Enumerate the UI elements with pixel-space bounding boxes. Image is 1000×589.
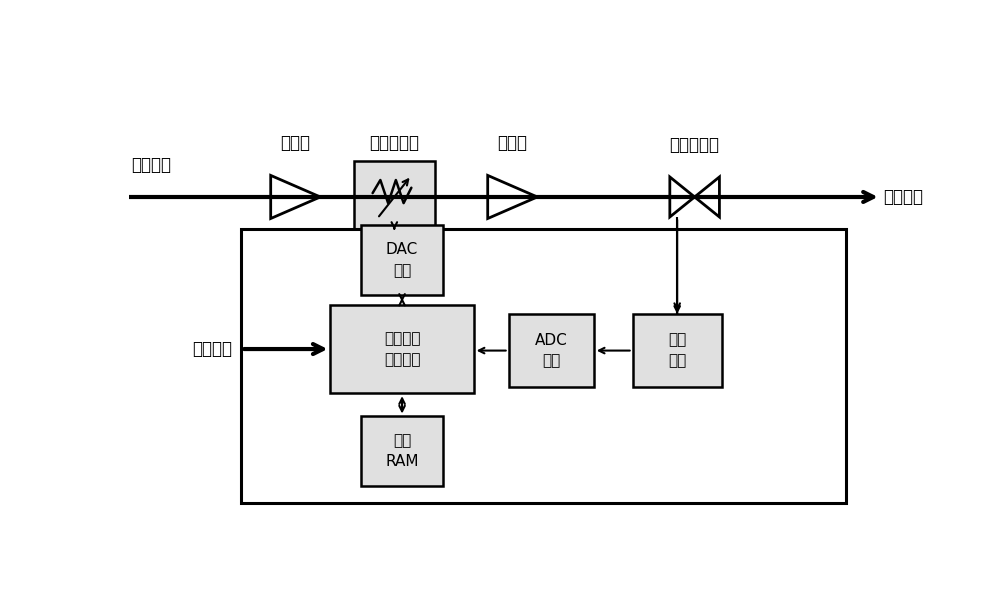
Bar	[361, 416, 443, 486]
Text: 放大器: 放大器	[498, 134, 528, 152]
Bar	[241, 229, 846, 502]
Text: DAC
电路: DAC 电路	[386, 242, 418, 278]
Text: 高速
RAM: 高速 RAM	[385, 433, 419, 469]
Text: 电调衰减器: 电调衰减器	[369, 134, 419, 152]
Bar	[633, 314, 722, 387]
Text: 信号输出: 信号输出	[883, 188, 923, 206]
Text: 自动功率
控制电路: 自动功率 控制电路	[384, 331, 420, 367]
Text: ADC
电路: ADC 电路	[535, 333, 568, 369]
Text: 放大器: 放大器	[280, 134, 310, 152]
Text: 信号输入: 信号输入	[131, 155, 171, 174]
Text: 定向耦合器: 定向耦合器	[670, 135, 720, 154]
Bar	[354, 161, 435, 230]
Bar	[330, 305, 474, 393]
Text: 总线控制: 总线控制	[192, 340, 232, 358]
Text: 信号
检波: 信号 检波	[668, 333, 686, 369]
Bar	[509, 314, 594, 387]
Bar	[361, 226, 443, 294]
